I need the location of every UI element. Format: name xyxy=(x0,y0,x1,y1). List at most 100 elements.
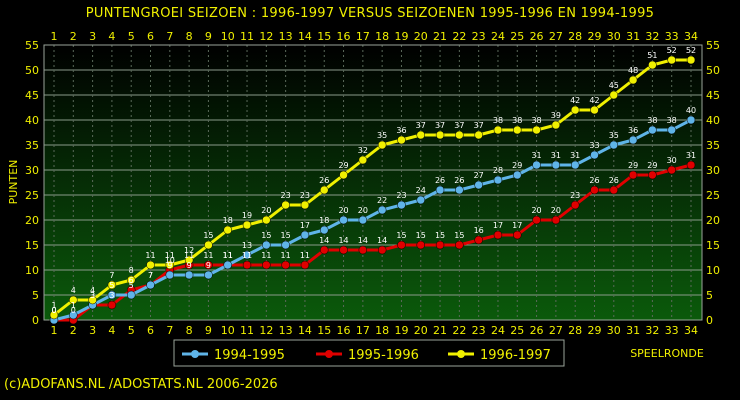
data-label: 7 xyxy=(109,271,114,280)
x-tick-label-top: 22 xyxy=(452,30,466,43)
plot-area xyxy=(44,45,702,320)
plot-frame xyxy=(43,44,703,321)
legend-box xyxy=(173,339,565,367)
data-point xyxy=(648,60,657,70)
data-point xyxy=(242,220,252,230)
y-tick-label-left: 45 xyxy=(25,89,39,102)
y-tick-label-right: 25 xyxy=(706,189,720,202)
data-point xyxy=(590,105,599,115)
x-tick-label-bottom: 7 xyxy=(166,324,173,337)
y-tick-label-left: 15 xyxy=(25,239,39,252)
data-label: 20 xyxy=(261,206,271,215)
data-label: 23 xyxy=(300,191,310,200)
data-label: 1 xyxy=(51,301,56,310)
x-tick-label-bottom: 15 xyxy=(317,324,331,337)
data-label: 15 xyxy=(435,231,445,240)
y-tick-label-left: 35 xyxy=(25,139,39,152)
data-point xyxy=(609,140,619,150)
x-tick-label-top: 4 xyxy=(108,30,115,43)
data-label: 4 xyxy=(90,286,95,295)
data-point xyxy=(49,310,59,320)
data-label: 14 xyxy=(377,236,387,245)
data-point xyxy=(551,215,561,225)
x-tick-label-bottom: 24 xyxy=(491,324,505,337)
data-label: 42 xyxy=(570,96,580,105)
legend-swatch-marker xyxy=(191,350,199,358)
data-label: 35 xyxy=(377,131,387,140)
data-point xyxy=(551,120,561,130)
x-tick-label-bottom: 30 xyxy=(607,324,621,337)
data-point xyxy=(165,260,175,270)
data-label: 17 xyxy=(300,221,310,230)
x-tick-label-bottom: 16 xyxy=(337,324,351,337)
data-point xyxy=(609,90,619,100)
y-tick-label-right: 5 xyxy=(706,289,713,302)
data-point xyxy=(590,150,599,160)
x-tick-label-top: 32 xyxy=(645,30,659,43)
data-point xyxy=(319,185,329,195)
data-label: 31 xyxy=(686,151,696,160)
data-point xyxy=(474,130,483,140)
x-tick-label-top: 30 xyxy=(607,30,621,43)
x-tick-label-bottom: 2 xyxy=(70,324,77,337)
x-tick-label-top: 12 xyxy=(259,30,273,43)
x-tick-label-bottom: 18 xyxy=(375,324,389,337)
data-label: 11 xyxy=(223,251,233,260)
data-label: 0 xyxy=(71,306,76,315)
x-tick-label-top: 29 xyxy=(587,30,601,43)
data-point xyxy=(570,200,580,210)
legend: 1994-1995 1995-1996 1996-1997 xyxy=(173,339,565,367)
data-label: 45 xyxy=(609,81,619,90)
data-label: 11 xyxy=(261,251,271,260)
data-label: 39 xyxy=(551,111,561,120)
x-tick-label-bottom: 10 xyxy=(221,324,235,337)
x-tick-label-top: 1 xyxy=(51,30,58,43)
data-point xyxy=(397,135,406,145)
data-label: 9 xyxy=(187,261,192,270)
data-label: 4 xyxy=(71,286,76,295)
data-point xyxy=(242,260,252,270)
data-point xyxy=(648,170,657,180)
x-tick-label-bottom: 21 xyxy=(433,324,447,337)
data-label: 17 xyxy=(512,221,522,230)
data-label: 5 xyxy=(109,281,114,290)
data-point xyxy=(609,185,619,195)
data-point xyxy=(319,245,329,255)
data-point xyxy=(416,195,426,205)
data-point xyxy=(513,125,522,135)
data-label: 13 xyxy=(242,241,252,250)
data-label: 6 xyxy=(129,276,134,285)
x-tick-label-top: 21 xyxy=(433,30,447,43)
data-label: 15 xyxy=(281,231,291,240)
data-label: 11 xyxy=(165,251,175,260)
data-label: 42 xyxy=(589,96,599,105)
data-point xyxy=(69,310,78,320)
data-point xyxy=(397,200,406,210)
legend-label: 1995-1996 xyxy=(348,348,419,363)
data-label: 7 xyxy=(148,271,153,280)
data-label: 11 xyxy=(300,251,310,260)
data-label: 0 xyxy=(51,306,56,315)
data-point xyxy=(300,260,310,270)
data-label: 15 xyxy=(261,231,271,240)
data-point xyxy=(281,200,290,210)
data-point xyxy=(416,130,426,140)
data-point xyxy=(455,240,464,250)
data-label: 29 xyxy=(647,161,657,170)
data-label: 31 xyxy=(551,151,561,160)
data-point xyxy=(107,300,117,310)
data-label: 9 xyxy=(167,261,172,270)
data-label: 38 xyxy=(493,116,503,125)
x-axis-label: SPEELRONDE xyxy=(630,347,704,360)
x-tick-label-top: 6 xyxy=(147,30,154,43)
data-point xyxy=(204,240,213,250)
data-label: 14 xyxy=(358,236,368,245)
data-label: 38 xyxy=(512,116,522,125)
x-tick-label-top: 24 xyxy=(491,30,505,43)
data-label: 3 xyxy=(109,291,114,300)
data-point xyxy=(416,240,426,250)
data-label: 10 xyxy=(165,256,175,265)
data-label: 30 xyxy=(667,156,677,165)
